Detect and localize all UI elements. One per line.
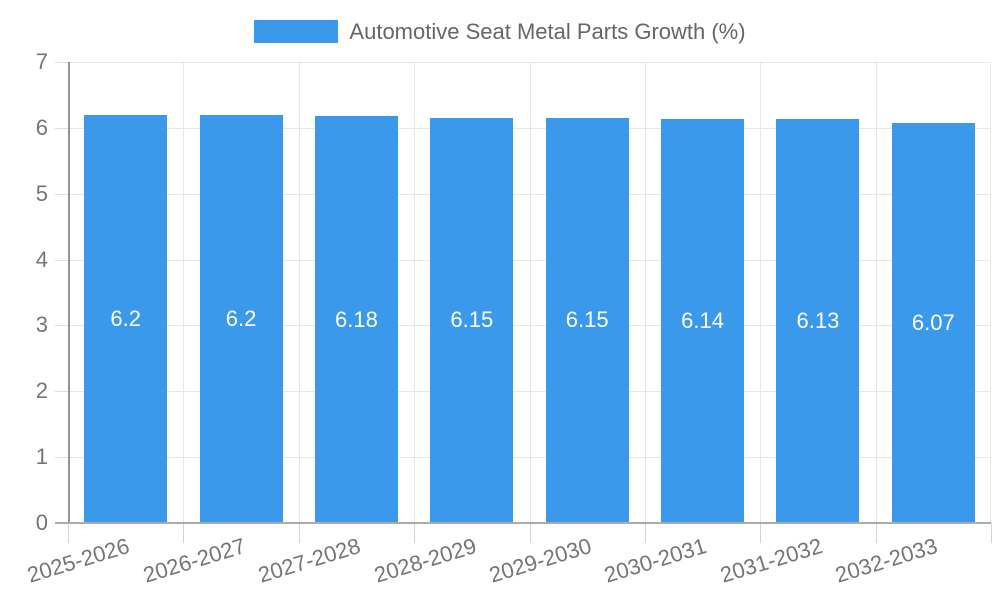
bar-2030-2031[interactable] bbox=[661, 118, 745, 523]
y-tick-mark bbox=[55, 62, 68, 63]
bar-value-label: 6.14 bbox=[681, 307, 724, 333]
x-axis-tick-label: 2028-2029 bbox=[370, 533, 479, 588]
x-tick-mark bbox=[991, 523, 992, 543]
legend-item[interactable]: Automotive Seat Metal Parts Growth (%) bbox=[0, 20, 1000, 43]
bar-value-label: 6.2 bbox=[225, 305, 257, 331]
x-tick-mark bbox=[530, 523, 531, 543]
y-tick-mark bbox=[55, 259, 68, 261]
y-axis-tick-label: 6 bbox=[35, 114, 48, 140]
x-tick-mark bbox=[299, 523, 300, 543]
x-tick-mark bbox=[183, 523, 184, 543]
y-tick-mark bbox=[55, 457, 68, 459]
y-axis-tick-label: 4 bbox=[35, 246, 48, 272]
bar-value-label: 6.15 bbox=[450, 307, 494, 333]
bar-value-label: 6.15 bbox=[565, 307, 609, 333]
bar-value-label: 6.2 bbox=[110, 305, 141, 331]
y-tick-mark bbox=[55, 127, 68, 129]
bar-2025-2026[interactable] bbox=[84, 114, 168, 523]
y-axis-tick-label: 5 bbox=[35, 180, 48, 206]
y-tick-mark bbox=[55, 193, 68, 195]
y-tick-mark bbox=[55, 325, 68, 327]
gridline-x bbox=[183, 62, 184, 523]
x-tick-mark bbox=[414, 523, 415, 543]
x-axis-tick-label: 2025-2026 bbox=[24, 533, 133, 588]
x-tick-mark bbox=[645, 523, 646, 543]
gridline-x bbox=[299, 62, 300, 523]
gridline-y bbox=[68, 325, 991, 327]
bar-value-label: 6.13 bbox=[796, 308, 840, 334]
bar-2032-2033[interactable] bbox=[891, 123, 975, 523]
gridline-y bbox=[68, 62, 991, 63]
plot-area: 6.2 6.2 6.18 6.15 6.15 6.14 6.13 6.07 bbox=[55, 62, 991, 524]
gridline-y bbox=[68, 259, 991, 261]
gridline-y bbox=[68, 127, 991, 129]
gridline-x bbox=[414, 62, 415, 523]
x-tick-mark bbox=[760, 523, 761, 543]
x-axis-tick-label: 2027-2028 bbox=[255, 533, 364, 588]
legend-label: Automotive Seat Metal Parts Growth (%) bbox=[349, 19, 746, 44]
x-axis-tick-label: 2030-2031 bbox=[601, 533, 710, 588]
x-axis-tick-label: 2032-2033 bbox=[832, 533, 941, 588]
x-axis-tick-label: 2026-2027 bbox=[140, 533, 249, 588]
legend-swatch-icon bbox=[254, 20, 339, 43]
bar-2028-2029[interactable] bbox=[430, 117, 514, 523]
x-tick-mark bbox=[68, 523, 69, 543]
y-axis-tick-label: 1 bbox=[35, 444, 48, 470]
gridline-y bbox=[68, 457, 991, 459]
x-axis-tick-label: 2029-2030 bbox=[486, 533, 595, 588]
x-axis-line bbox=[55, 522, 991, 524]
gridline-x bbox=[760, 62, 761, 523]
bar-value-label: 6.07 bbox=[911, 310, 955, 336]
x-axis-tick-label: 2031-2032 bbox=[717, 533, 825, 588]
bar-2027-2028[interactable] bbox=[314, 116, 398, 523]
bar-2029-2030[interactable] bbox=[545, 117, 629, 523]
x-tick-mark bbox=[876, 523, 877, 543]
bar-value-label: 6.18 bbox=[335, 306, 378, 332]
gridline-y bbox=[68, 391, 991, 393]
y-axis-line bbox=[68, 62, 70, 523]
y-axis-tick-label: 7 bbox=[35, 49, 48, 74]
bar-2026-2027[interactable] bbox=[199, 114, 283, 523]
gridline-x bbox=[530, 62, 531, 523]
gridline-x bbox=[645, 62, 646, 523]
gridline-y bbox=[68, 193, 991, 195]
gridline-x bbox=[990, 62, 991, 523]
y-tick-mark bbox=[55, 391, 68, 393]
bar-2031-2032[interactable] bbox=[776, 119, 860, 523]
y-axis-tick-label: 3 bbox=[35, 312, 48, 338]
y-axis-tick-label: 2 bbox=[35, 378, 48, 404]
gridline-x bbox=[876, 62, 877, 523]
y-axis-tick-label: 0 bbox=[35, 510, 48, 535]
